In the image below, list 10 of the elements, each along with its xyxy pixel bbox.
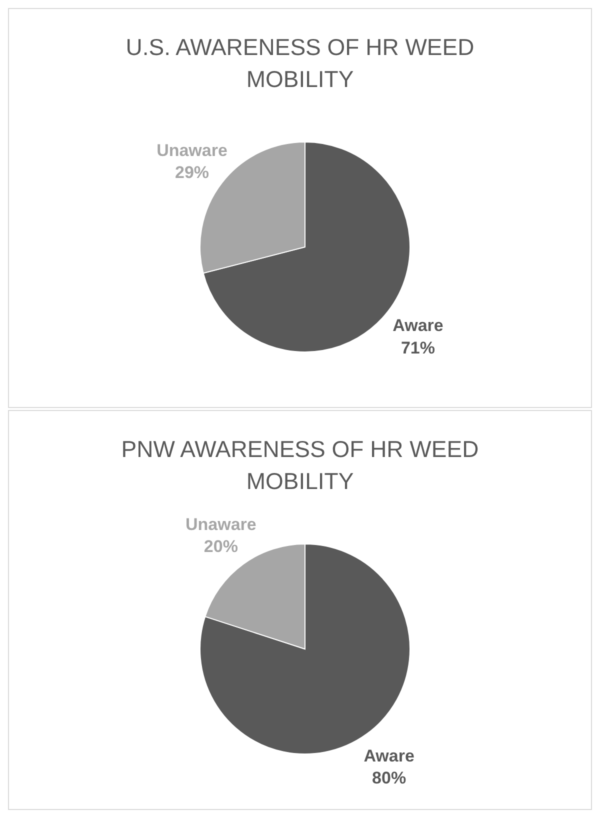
slice-label: Aware [392,316,444,336]
data-label: 80% [372,768,406,788]
slice-label: Unaware [186,514,256,534]
chart-title: PNW AWARENESS OF HR WEED MOBILITY [120,435,480,496]
slice-label: Aware [364,746,414,766]
data-label: 71% [400,338,436,358]
data-label: 29% [174,163,210,182]
slice-label: Unaware [156,140,228,160]
data-label: 20% [204,537,238,556]
chart-title: U.S. AWARENESS OF HR WEED MOBILITY [124,33,476,94]
